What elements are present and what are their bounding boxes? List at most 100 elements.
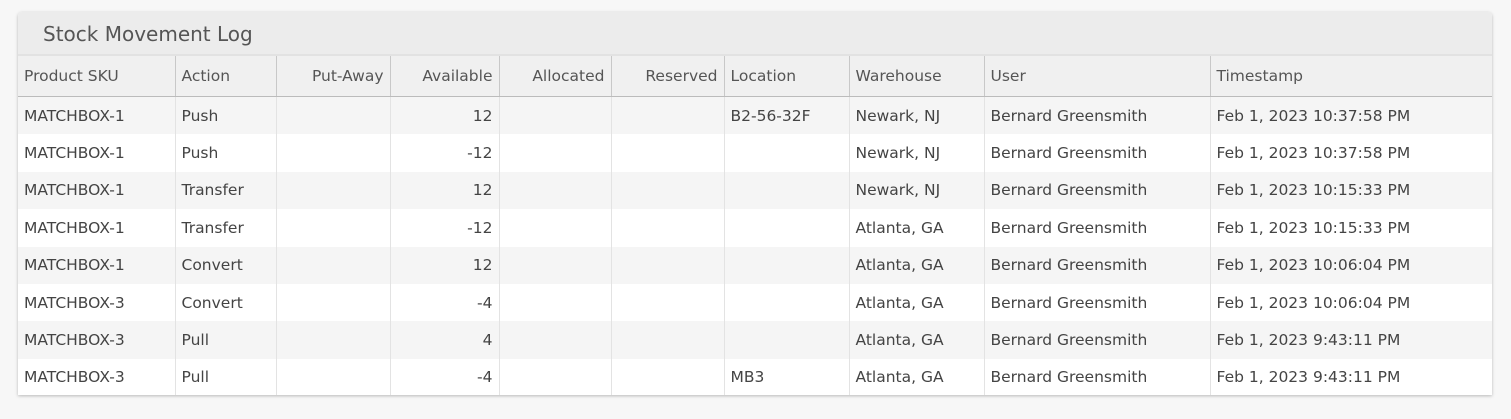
cell-warehouse: Newark, NJ [849, 96, 985, 135]
cell-warehouse: Newark, NJ [849, 134, 985, 172]
cell-timestamp: Feb 1, 2023 10:37:58 PM [1216, 144, 1411, 163]
table-row[interactable]: MATCHBOX-1 Push 12 B2-56-32F Newark, NJ Berna… [18, 96, 1492, 135]
cell-allocated [499, 96, 612, 135]
column-header-warehouse[interactable]: Warehouse [849, 56, 985, 97]
cell-warehouse: Atlanta, GA [849, 283, 985, 322]
column-header-user[interactable]: User [984, 56, 1211, 97]
cell-action: Transfer [175, 209, 277, 247]
cell-location: B2-56-32F [724, 96, 850, 135]
cell-user: Bernard Greensmith [984, 246, 1211, 284]
cell-warehouse: Atlanta, GA [849, 358, 985, 395]
cell-sku: MATCHBOX-3 [18, 321, 176, 359]
column-header-putaway[interactable]: Put-Away [276, 56, 391, 97]
cell-action: Pull [175, 358, 277, 395]
panel-title: Stock Movement Log [18, 12, 1492, 56]
cell-putaway [276, 171, 391, 210]
cell-location [724, 246, 850, 284]
cell-location: MB3 [724, 358, 850, 395]
column-header-available[interactable]: Available [390, 56, 500, 97]
column-header-reserved[interactable]: Reserved [611, 56, 725, 97]
column-header-action[interactable]: Action [175, 56, 277, 97]
column-header-location[interactable]: Location [724, 56, 850, 97]
cell-putaway [276, 209, 391, 247]
cell-user: Bernard Greensmith [984, 358, 1211, 395]
cell-putaway [276, 283, 391, 322]
column-header-sku[interactable]: Product SKU [18, 56, 176, 97]
stock-movement-panel: Stock Movement Log Product SKU Action Put-… [18, 12, 1492, 395]
cell-timestamp: Feb 1, 2023 10:15:33 PM [1216, 218, 1411, 237]
cell-reserved [611, 321, 725, 359]
cell-sku: MATCHBOX-1 [18, 171, 176, 210]
cell-location [724, 134, 850, 172]
cell-location [724, 283, 850, 322]
cell-sku: MATCHBOX-1 [18, 246, 176, 284]
cell-action: Push [175, 134, 277, 172]
cell-allocated [499, 283, 612, 322]
cell-warehouse: Atlanta, GA [849, 209, 985, 247]
cell-reserved [611, 96, 725, 135]
cell-reserved [611, 246, 725, 284]
cell-available: 12 [390, 171, 500, 210]
cell-action: Pull [175, 321, 277, 359]
table-row[interactable]: MATCHBOX-1 Transfer 12 Newark, NJ Bernard Gr… [18, 171, 1492, 210]
cell-putaway [276, 321, 391, 359]
cell-allocated [499, 134, 612, 172]
cell-reserved [611, 171, 725, 210]
cell-available: 4 [390, 321, 500, 359]
cell-timestamp: Feb 1, 2023 9:43:11 PM [1210, 321, 1492, 359]
table-row[interactable]: MATCHBOX-3 Pull 4 Atlanta, GA Bernard Greens… [18, 321, 1492, 359]
cell-timestamp: Feb 1, 2023 10:37:58 PM [1210, 96, 1492, 135]
cell-action: Convert [175, 283, 277, 322]
cell-available: 12 [390, 96, 500, 135]
cell-reserved [611, 358, 725, 395]
cell-allocated [499, 209, 612, 247]
cell-location [724, 209, 850, 247]
cell-action: Transfer [175, 171, 277, 210]
cell-timestamp: Feb 1, 2023 10:06:04 PM [1216, 293, 1411, 312]
cell-sku: MATCHBOX-3 [18, 283, 176, 322]
cell-sku: MATCHBOX-3 [18, 358, 176, 395]
cell-user: Bernard Greensmith [984, 96, 1211, 135]
table-row[interactable]: MATCHBOX-1 Push -12 Newark, NJ Bernard Green… [18, 134, 1492, 172]
cell-warehouse: Atlanta, GA [849, 321, 985, 359]
table-row[interactable]: MATCHBOX-3 Pull -4 MB3 Atlanta, GA Bernard Gr… [18, 358, 1492, 395]
cell-allocated [499, 358, 612, 395]
cell-location [724, 321, 850, 359]
cell-user: Bernard Greensmith [984, 134, 1211, 172]
column-header-allocated[interactable]: Allocated [499, 56, 612, 97]
cell-sku: MATCHBOX-1 [18, 134, 176, 172]
cell-available: -12 [390, 209, 500, 247]
cell-user: Bernard Greensmith [984, 321, 1211, 359]
cell-allocated [499, 246, 612, 284]
cell-user: Bernard Greensmith [984, 209, 1211, 247]
cell-user: Bernard Greensmith [984, 283, 1211, 322]
cell-putaway [276, 246, 391, 284]
cell-available: -4 [390, 283, 500, 322]
table-row[interactable]: MATCHBOX-3 Convert -4 Atlanta, GA Bernard Gr… [18, 283, 1492, 322]
cell-timestamp: Feb 1, 2023 9:43:11 PM [1216, 368, 1401, 387]
cell-available: 12 [390, 246, 500, 284]
cell-allocated [499, 171, 612, 210]
cell-user: Bernard Greensmith [984, 171, 1211, 210]
cell-putaway [276, 134, 391, 172]
cell-reserved [611, 209, 725, 247]
cell-action: Push [175, 96, 277, 135]
cell-timestamp: Feb 1, 2023 10:15:33 PM [1210, 171, 1492, 210]
cell-timestamp: Feb 1, 2023 10:06:04 PM [1210, 246, 1492, 284]
cell-warehouse: Newark, NJ [849, 171, 985, 210]
cell-reserved [611, 134, 725, 172]
cell-putaway [276, 96, 391, 135]
table-row[interactable]: MATCHBOX-1 Convert 12 Atlanta, GA Bernard Gr… [18, 246, 1492, 284]
table-row[interactable]: MATCHBOX-1 Transfer -12 Atlanta, GA Bernard … [18, 209, 1492, 247]
column-header-timestamp[interactable]: Timestamp [1210, 56, 1492, 97]
cell-available: -12 [390, 134, 500, 172]
cell-available: -4 [390, 358, 500, 395]
cell-action: Convert [175, 246, 277, 284]
cell-putaway [276, 358, 391, 395]
cell-reserved [611, 283, 725, 322]
cell-location [724, 171, 850, 210]
stock-movement-table: Product SKU Action Put-Away Available Alloca… [18, 56, 1492, 395]
cell-sku: MATCHBOX-1 [18, 209, 176, 247]
cell-allocated [499, 321, 612, 359]
cell-sku: MATCHBOX-1 [18, 96, 176, 135]
